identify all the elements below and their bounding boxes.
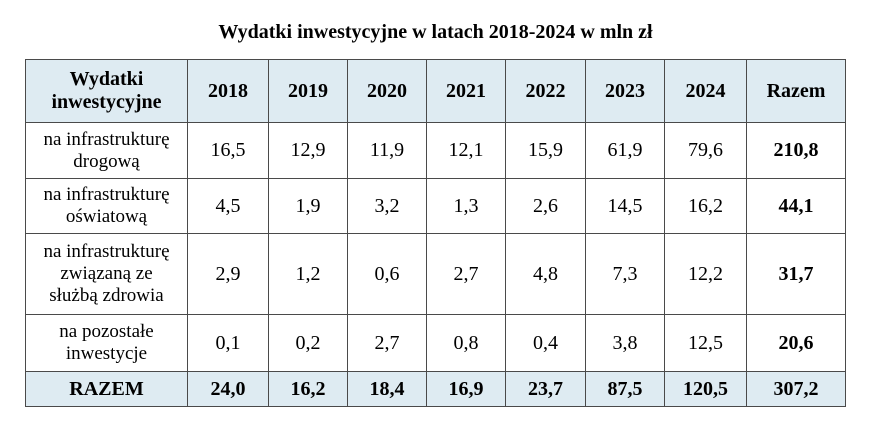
header-year: 2018 <box>187 59 269 123</box>
row-label-line: na infrastrukturę <box>43 128 170 150</box>
row-label-line: drogową <box>73 150 140 172</box>
total-cell: 16,2 <box>268 371 348 407</box>
header-total: Razem <box>746 59 846 123</box>
table-cell: 16,5 <box>187 122 269 179</box>
row-label: na infrastrukturę drogową <box>25 122 188 179</box>
table-cell: 3,8 <box>585 314 665 372</box>
table-cell: 1,2 <box>268 233 348 315</box>
total-row-label: RAZEM <box>25 371 188 407</box>
table-cell: 79,6 <box>664 122 747 179</box>
row-total: 31,7 <box>746 233 846 315</box>
row-label: na pozostałe inwestycje <box>25 314 188 372</box>
table-cell: 16,2 <box>664 178 747 234</box>
row-label-line: na infrastrukturę <box>43 184 170 205</box>
row-label: na infrastrukturę oświatową <box>25 178 188 234</box>
header-year: 2022 <box>505 59 586 123</box>
row-label-line: na pozostałe <box>59 321 154 342</box>
table-cell: 2,7 <box>426 233 506 315</box>
header-row: Wydatki inwestycyjne 2018 2019 2020 2021… <box>25 59 846 123</box>
row-label-line: związaną ze <box>60 263 153 284</box>
table-cell: 3,2 <box>347 178 427 234</box>
row-total: 20,6 <box>746 314 846 372</box>
header-year: 2021 <box>426 59 506 123</box>
table-cell: 12,5 <box>664 314 747 372</box>
table-cell: 12,1 <box>426 122 506 179</box>
table-cell: 0,6 <box>347 233 427 315</box>
row-total: 210,8 <box>746 122 846 179</box>
total-cell: 23,7 <box>505 371 586 407</box>
total-row: RAZEM 24,0 16,2 18,4 16,9 23,7 87,5 120,… <box>25 371 846 407</box>
table-cell: 2,7 <box>347 314 427 372</box>
table-cell: 2,6 <box>505 178 586 234</box>
header-category: Wydatki inwestycyjne <box>25 59 188 123</box>
table-cell: 2,9 <box>187 233 269 315</box>
table-row: na infrastrukturę drogową 16,5 12,9 11,9… <box>25 122 846 179</box>
table-cell: 0,8 <box>426 314 506 372</box>
row-label-line: inwestycje <box>65 343 148 364</box>
table-cell: 4,8 <box>505 233 586 315</box>
table-cell: 0,4 <box>505 314 586 372</box>
header-category-line2: inwestycyjne <box>51 91 162 113</box>
table-cell: 15,9 <box>505 122 586 179</box>
header-year: 2019 <box>268 59 348 123</box>
row-label-line: służbą zdrowia <box>49 285 164 306</box>
header-year: 2020 <box>347 59 427 123</box>
table-cell: 1,3 <box>426 178 506 234</box>
total-cell: 18,4 <box>347 371 427 407</box>
header-year: 2024 <box>664 59 747 123</box>
total-cell: 16,9 <box>426 371 506 407</box>
row-label-line: oświatową <box>65 206 148 227</box>
table-cell: 4,5 <box>187 178 269 234</box>
table-row: na infrastrukturę związaną ze służbą zdr… <box>25 233 846 315</box>
table-cell: 0,1 <box>187 314 269 372</box>
grand-total: 307,2 <box>746 371 846 407</box>
table-cell: 11,9 <box>347 122 427 179</box>
table-cell: 0,2 <box>268 314 348 372</box>
total-cell: 87,5 <box>585 371 665 407</box>
header-category-line1: Wydatki <box>69 68 144 90</box>
table-title: Wydatki inwestycyjne w latach 2018-2024 … <box>218 21 653 43</box>
table-cell: 61,9 <box>585 122 665 179</box>
row-label-line: na infrastrukturę <box>43 241 170 262</box>
header-year: 2023 <box>585 59 665 123</box>
table-row: na pozostałe inwestycje 0,1 0,2 2,7 0,8 … <box>25 314 846 372</box>
table-cell: 7,3 <box>585 233 665 315</box>
total-cell: 120,5 <box>664 371 747 407</box>
row-label: na infrastrukturę związaną ze służbą zdr… <box>25 233 188 315</box>
table-cell: 1,9 <box>268 178 348 234</box>
row-total: 44,1 <box>746 178 846 234</box>
table-row: na infrastrukturę oświatową 4,5 1,9 3,2 … <box>25 178 846 234</box>
total-cell: 24,0 <box>187 371 269 407</box>
table-cell: 14,5 <box>585 178 665 234</box>
table-cell: 12,2 <box>664 233 747 315</box>
table-cell: 12,9 <box>268 122 348 179</box>
investment-table: Wydatki inwestycyjne 2018 2019 2020 2021… <box>25 59 846 407</box>
